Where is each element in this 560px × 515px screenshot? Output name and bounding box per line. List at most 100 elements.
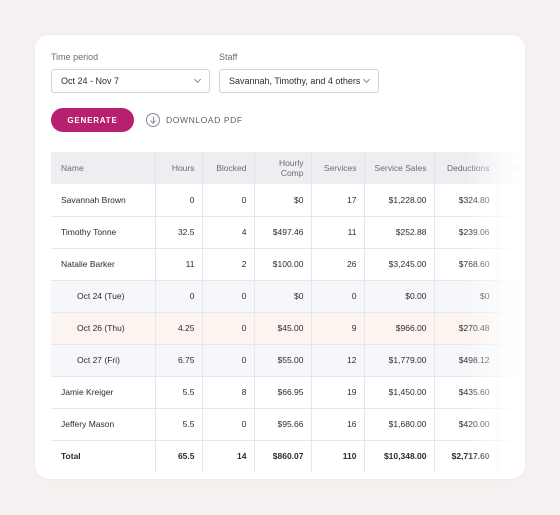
value-cell: 11	[311, 216, 365, 249]
value-cell	[497, 248, 525, 281]
value-cell: 0	[202, 408, 255, 441]
staff-select[interactable]: Savannah, Timothy, and 4 others	[219, 69, 379, 93]
value-cell: $0	[254, 184, 312, 217]
actions-bar: GENERATE DOWNLOAD PDF	[51, 108, 243, 132]
value-cell: $0	[434, 280, 498, 313]
value-cell: 12	[311, 344, 365, 377]
value-cell: $497.46	[254, 216, 312, 249]
value-cell	[497, 408, 525, 441]
value-cell: $95.66	[254, 408, 312, 441]
download-icon	[146, 113, 160, 127]
value-cell: $0.00	[364, 280, 435, 313]
value-cell: 4	[202, 216, 255, 249]
value-cell	[497, 184, 525, 217]
staff-label: Staff	[219, 52, 238, 62]
time-period-label: Time period	[51, 52, 99, 62]
value-cell: 9	[311, 312, 365, 345]
value-cell: 2	[202, 248, 255, 281]
value-cell: 0	[155, 280, 203, 313]
value-cell: $252.88	[364, 216, 435, 249]
value-cell: 5.5	[155, 408, 203, 441]
value-cell: 4.25	[155, 312, 203, 345]
table-row: Jeffery Mason 5.5 0 $95.66 16 $1,680.00 $420.0…	[51, 408, 525, 441]
value-cell: $768.60	[434, 248, 498, 281]
value-cell: $860.07	[254, 439, 312, 472]
value-cell: $0	[254, 280, 312, 313]
time-period-value: Oct 24 - Nov 7	[61, 76, 120, 86]
value-cell: $55.00	[254, 344, 312, 377]
column-header: Service Sales	[364, 152, 435, 184]
value-cell: 0	[202, 184, 255, 217]
value-cell: $1,680.00	[364, 408, 435, 441]
column-header: Pr	[497, 152, 525, 184]
value-cell: $1,228.00	[364, 184, 435, 217]
value-cell: $1,450.00	[364, 376, 435, 409]
value-cell: 65.5	[155, 439, 203, 472]
value-cell: $2,717.60	[434, 439, 498, 472]
download-pdf-button[interactable]: DOWNLOAD PDF	[146, 113, 243, 127]
name-cell: Total	[51, 439, 156, 472]
value-cell: $966.00	[364, 312, 435, 345]
table-row: Jamie Kreiger 5.5 8 $66.95 19 $1,450.00 $435.6…	[51, 376, 525, 409]
value-cell: 32.5	[155, 216, 203, 249]
value-cell: $270.48	[434, 312, 498, 345]
payroll-report-card: Time period Oct 24 - Nov 7 Staff Savanna…	[35, 35, 525, 479]
value-cell: 110	[311, 439, 365, 472]
value-cell: $324.80	[434, 184, 498, 217]
table-row: Natalie Barker 11 2 $100.00 26 $3,245.00 $768.…	[51, 248, 525, 281]
detail-row: Oct 24 (Tue) 0 0 $0 0 $0.00 $0	[51, 280, 525, 313]
name-cell: Jeffery Mason	[51, 408, 156, 441]
name-cell: Oct 26 (Thu)	[51, 312, 156, 345]
value-cell	[497, 216, 525, 249]
value-cell: $420.00	[434, 408, 498, 441]
column-header: Blocked	[202, 152, 255, 184]
value-cell: 0	[202, 280, 255, 313]
column-header: Hours	[155, 152, 203, 184]
value-cell: $45.00	[254, 312, 312, 345]
staff-value: Savannah, Timothy, and 4 others	[229, 76, 361, 86]
column-header: Name	[51, 152, 156, 184]
table-row: Savannah Brown 0 0 $0 17 $1,228.00 $324.80	[51, 184, 525, 217]
time-period-filter: Time period Oct 24 - Nov 7	[51, 53, 210, 93]
value-cell: 0	[202, 344, 255, 377]
report-table-container[interactable]: Name Hours Blocked Hourly Comp Services Servi…	[51, 152, 525, 472]
value-cell: $1,779.00	[364, 344, 435, 377]
value-cell: $10,348.00	[364, 439, 435, 472]
value-cell	[497, 376, 525, 409]
table-header-row: Name Hours Blocked Hourly Comp Services Servi…	[51, 152, 525, 184]
staff-filter: Staff Savannah, Timothy, and 4 others	[219, 53, 379, 93]
detail-row: Oct 26 (Thu) 4.25 0 $45.00 9 $966.00 $270.48	[51, 312, 525, 345]
name-cell: Timothy Tonne	[51, 216, 156, 249]
value-cell: 16	[311, 408, 365, 441]
name-cell: Jamie Kreiger	[51, 376, 156, 409]
name-cell: Savannah Brown	[51, 184, 156, 217]
value-cell: $435.60	[434, 376, 498, 409]
generate-button[interactable]: GENERATE	[51, 108, 134, 132]
column-header: Deductions	[434, 152, 498, 184]
download-pdf-label: DOWNLOAD PDF	[166, 115, 243, 125]
value-cell: 6.75	[155, 344, 203, 377]
value-cell: 26	[311, 248, 365, 281]
value-cell: 19	[311, 376, 365, 409]
value-cell: 14	[202, 439, 255, 472]
column-header: Services	[311, 152, 365, 184]
table-row: Timothy Tonne 32.5 4 $497.46 11 $252.88 $239.0…	[51, 216, 525, 249]
report-table: Name Hours Blocked Hourly Comp Services Servi…	[51, 152, 525, 472]
value-cell: 0	[155, 184, 203, 217]
filters: Time period Oct 24 - Nov 7 Staff Savanna…	[51, 53, 379, 93]
value-cell: $498.12	[434, 344, 498, 377]
detail-row: Oct 27 (Fri) 6.75 0 $55.00 12 $1,779.00 $498.1…	[51, 344, 525, 377]
name-cell: Oct 27 (Fri)	[51, 344, 156, 377]
value-cell: 0	[202, 312, 255, 345]
value-cell: 17	[311, 184, 365, 217]
value-cell: $66.95	[254, 376, 312, 409]
chevron-down-icon	[362, 75, 371, 84]
value-cell	[497, 344, 525, 377]
time-period-select[interactable]: Oct 24 - Nov 7	[51, 69, 210, 93]
name-cell: Oct 24 (Tue)	[51, 280, 156, 313]
total-row: Total 65.5 14 $860.07 110 $10,348.00 $2,717.60	[51, 439, 525, 472]
value-cell: $239.06	[434, 216, 498, 249]
value-cell: $3,245.00	[364, 248, 435, 281]
column-header: Hourly Comp	[254, 152, 312, 184]
value-cell: 5.5	[155, 376, 203, 409]
